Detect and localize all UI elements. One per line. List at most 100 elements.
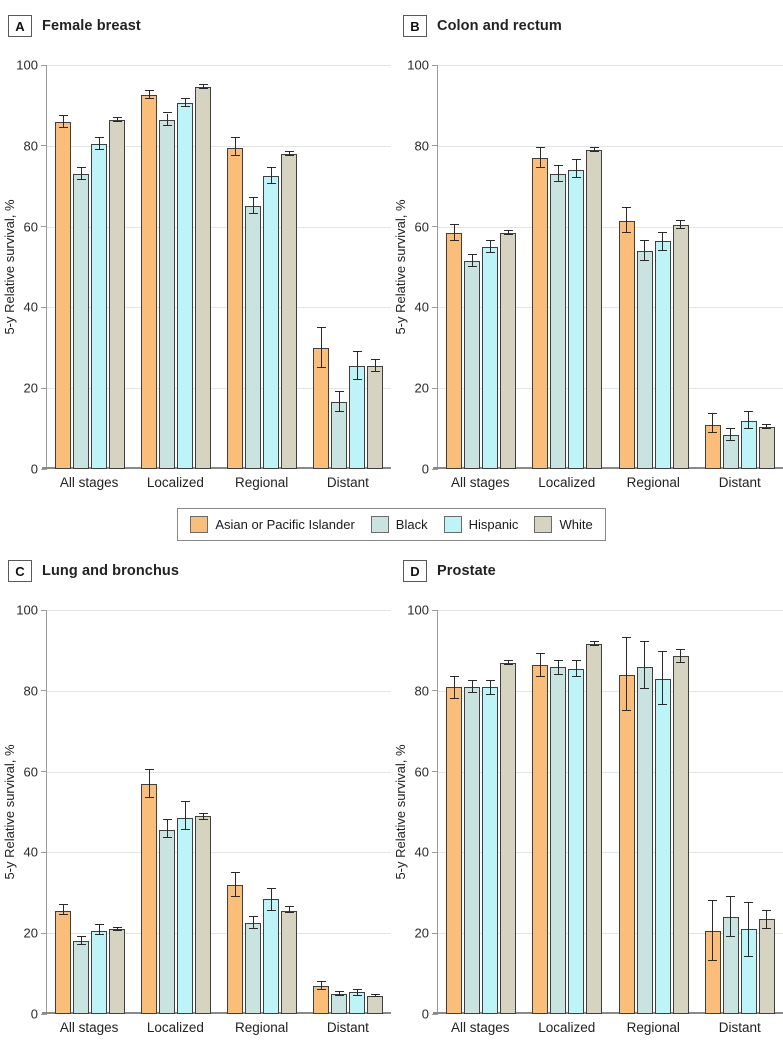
error-bar <box>593 642 595 647</box>
error-bar-cap <box>503 233 513 235</box>
bar <box>464 686 481 1014</box>
error-bar <box>662 232 664 251</box>
legend-label: Hispanic <box>468 517 519 532</box>
error-bar-cap <box>553 181 563 183</box>
bar-white <box>758 610 775 1014</box>
error-bar-cap <box>589 146 599 148</box>
bar-hispanic <box>263 610 279 1014</box>
bar <box>446 232 463 469</box>
error-bar-cap <box>503 659 513 661</box>
y-tick-label: 100 <box>407 57 429 73</box>
bar-white <box>281 65 297 469</box>
error-bar-cap <box>284 150 294 152</box>
y-tick-label: 80 <box>414 683 429 699</box>
error-bar-cap <box>535 146 545 148</box>
error-bar-cap <box>744 427 754 429</box>
error-bar-cap <box>370 358 380 360</box>
error-bar-cap <box>94 924 104 926</box>
gridline <box>438 933 783 935</box>
error-bar-cap <box>640 239 650 241</box>
x-axis-line <box>433 467 783 469</box>
bar-black <box>245 65 261 469</box>
error-bar-cap <box>284 154 294 156</box>
bar-black <box>73 65 89 469</box>
error-bar-cap <box>198 813 208 815</box>
y-tick-label: 100 <box>407 602 429 618</box>
y-axis-title: 5-y Relative survival, % <box>2 199 17 335</box>
error-bar <box>288 906 290 913</box>
error-bar-cap <box>571 158 581 160</box>
bar-groups <box>47 65 391 469</box>
bar <box>758 426 775 469</box>
y-tick-mark <box>432 145 438 147</box>
y-tick-label: 60 <box>414 764 429 780</box>
error-bar-cap <box>762 423 772 425</box>
bar-asian-or-pacific-islander <box>532 65 549 469</box>
plot-area: 0 20 40 60 80 100 <box>16 58 391 477</box>
bar-asian-or-pacific-islander <box>141 65 157 469</box>
bar-white <box>367 65 383 469</box>
error-bar-cap <box>198 88 208 90</box>
gridline <box>47 690 391 692</box>
error-bar-cap <box>198 84 208 86</box>
error-bar <box>148 91 150 100</box>
panel-colon-and-rectum: B Colon and rectum 5-y Relative survival… <box>391 8 783 495</box>
error-bar-cap <box>553 659 563 661</box>
error-bar-cap <box>744 901 754 903</box>
error-bar-cap <box>266 887 276 889</box>
error-bar-cap <box>248 197 258 199</box>
error-bar <box>252 917 254 930</box>
bar <box>331 993 347 1014</box>
bar-asian-or-pacific-islander <box>704 65 721 469</box>
bar-black <box>73 610 89 1014</box>
bar-white <box>758 65 775 469</box>
error-bar-cap <box>316 326 326 328</box>
y-tick-label: 80 <box>23 683 38 699</box>
y-tick-mark <box>41 468 47 470</box>
error-bar-cap <box>640 687 650 689</box>
x-category-label: Distant <box>718 474 761 490</box>
gridline <box>438 145 783 147</box>
error-bar-cap <box>503 229 513 231</box>
bar-group <box>55 610 125 1014</box>
error-bar-cap <box>284 905 294 907</box>
y-tick-label: 20 <box>414 925 429 941</box>
error-bar-cap <box>248 213 258 215</box>
bar-asian-or-pacific-islander <box>618 610 635 1014</box>
bar <box>758 919 775 1014</box>
error-bar-cap <box>58 914 68 916</box>
error-bar <box>202 814 204 821</box>
gridline <box>47 610 391 611</box>
bar-white <box>195 65 211 469</box>
error-bar-cap <box>266 909 276 911</box>
x-category-label: Distant <box>718 1019 761 1035</box>
x-category-label: Localized <box>146 1019 204 1035</box>
error-bar-cap <box>112 116 122 118</box>
legend-item: White <box>534 516 593 533</box>
error-bar-cap <box>162 837 172 839</box>
bar <box>91 143 107 469</box>
panel-header: C Lung and bronchus <box>8 559 391 583</box>
bar-hispanic <box>177 610 193 1014</box>
bar-group <box>704 610 775 1014</box>
error-bar <box>748 902 750 958</box>
error-bar-cap <box>676 661 686 663</box>
error-bar-cap <box>571 675 581 677</box>
y-tick-mark <box>432 771 438 773</box>
bar-asian-or-pacific-islander <box>227 610 243 1014</box>
bar-hispanic <box>91 610 107 1014</box>
bar <box>227 884 243 1014</box>
gridline <box>438 852 783 854</box>
y-tick-label: 100 <box>16 57 38 73</box>
x-axis-line <box>42 1012 391 1014</box>
bar <box>349 365 365 469</box>
error-bar-cap <box>334 994 344 996</box>
plot-area: 0 20 40 60 80 100 <box>16 603 391 1022</box>
legend-label: Asian or Pacific Islander <box>215 517 355 532</box>
bar-white <box>367 610 383 1014</box>
y-tick-mark <box>432 306 438 308</box>
error-bar-cap <box>316 988 326 990</box>
error-bar <box>730 428 732 441</box>
bar-hispanic <box>482 65 499 469</box>
